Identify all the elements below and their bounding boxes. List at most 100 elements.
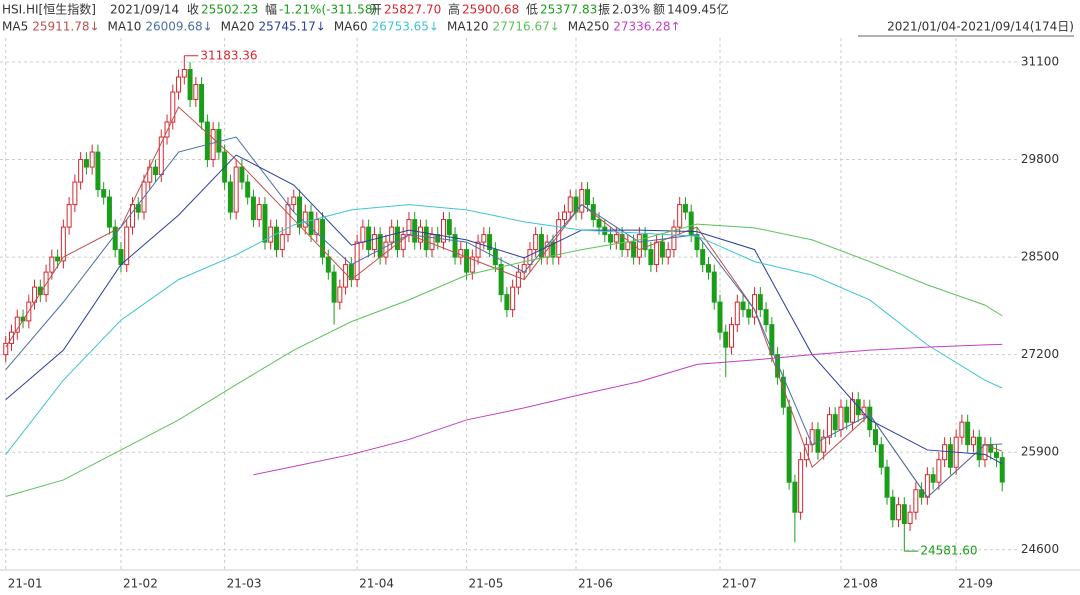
candle-body — [55, 256, 61, 262]
candle-body — [204, 121, 210, 161]
legend-name: MA120 — [447, 20, 488, 34]
ma-line — [253, 343, 1003, 476]
header-value: 25900.68 — [462, 3, 519, 17]
ma-line — [5, 136, 1003, 498]
x-tick-label: 21-02 — [123, 577, 158, 591]
candle-body — [176, 76, 182, 93]
candle-body — [659, 241, 665, 258]
candle-body — [873, 429, 879, 446]
legend-value: 25911.78↓ — [32, 20, 99, 34]
candle-body — [245, 181, 251, 198]
candle-body — [786, 406, 792, 483]
candle-body — [464, 249, 470, 273]
candle-body — [406, 219, 412, 236]
header-value: 25502.23 — [201, 3, 258, 17]
y-tick-label: 27200 — [1021, 347, 1059, 361]
candle-body — [394, 226, 400, 251]
candle-body — [469, 256, 475, 273]
candle-body — [688, 211, 694, 236]
candle-body — [654, 241, 660, 266]
candle-body — [504, 294, 510, 311]
x-tick-label: 21-04 — [359, 577, 394, 591]
legend-value: 25745.17↓ — [259, 20, 326, 34]
candle-body — [665, 249, 671, 258]
legend-name: MA250 — [568, 20, 609, 34]
candle-body — [982, 444, 988, 461]
candle-body — [273, 226, 279, 251]
legend-value: 26753.65↓ — [372, 20, 439, 34]
candle-body — [285, 204, 291, 236]
legend-value: 26009.68↓ — [145, 20, 212, 34]
candle-body — [567, 196, 573, 213]
candle-body — [337, 286, 343, 303]
candle-body — [106, 196, 112, 228]
candle-body — [913, 489, 919, 513]
candle-body — [821, 436, 827, 453]
header-label: 振 — [598, 3, 610, 17]
candle-body — [308, 211, 314, 236]
candle-body — [423, 226, 429, 251]
candle-body — [740, 301, 746, 311]
legend-name: MA20 — [221, 20, 255, 34]
candle-body — [510, 286, 516, 311]
candle-body — [878, 444, 884, 468]
candle-body — [798, 459, 804, 513]
candle-body — [596, 219, 602, 228]
candle-body — [700, 249, 706, 266]
legend-name: MA10 — [108, 20, 142, 34]
candle-body — [579, 189, 585, 213]
header-value: 1409.45亿 — [667, 2, 729, 17]
y-tick-label: 28500 — [1021, 250, 1059, 264]
candle-body — [487, 234, 493, 251]
candle-body — [262, 204, 268, 243]
candle-body — [481, 234, 487, 243]
candle-body — [907, 511, 913, 524]
candle-body — [556, 219, 562, 258]
legend-name: MA60 — [334, 20, 368, 34]
candle-body — [112, 226, 118, 251]
candle-body — [763, 309, 769, 326]
candle-body — [331, 271, 337, 303]
candle-body — [227, 181, 233, 213]
candle-body — [705, 264, 711, 273]
header-label: 高 — [448, 2, 460, 17]
candle-body — [717, 301, 723, 333]
candle-body — [648, 249, 654, 266]
candle-body — [72, 181, 78, 206]
candle-body — [792, 481, 798, 513]
candle-body — [729, 324, 735, 348]
candle-body — [936, 459, 942, 483]
legend-value: 27336.28↑ — [613, 20, 680, 34]
candle-body — [181, 69, 187, 78]
header-value: 2.03% — [612, 3, 650, 17]
y-tick-label: 24600 — [1021, 542, 1059, 556]
candle-body — [343, 264, 349, 288]
ma-line — [5, 154, 1003, 465]
candle-body — [826, 414, 832, 438]
candle-body — [585, 189, 591, 206]
candle-body — [417, 226, 423, 243]
x-tick-label: 21-01 — [8, 577, 43, 591]
header-label: 开 — [370, 3, 382, 17]
candle-body — [832, 414, 838, 431]
date-range[interactable]: 2021/01/04-2021/09/14(174日) — [887, 20, 1074, 34]
candle-body — [993, 451, 999, 458]
header-label: 幅 — [265, 2, 277, 17]
candle-body — [608, 234, 614, 243]
candle-body — [49, 256, 55, 273]
header-label: 额 — [653, 3, 665, 17]
symbol: HSI.HI[恒生指数] — [2, 2, 96, 17]
candle-body — [291, 196, 297, 206]
date: 2021/09/14 — [110, 3, 179, 17]
candle-body — [193, 84, 199, 101]
x-tick-label: 21-08 — [843, 577, 878, 591]
candle-body — [896, 504, 902, 521]
candle-body — [187, 69, 193, 101]
y-tick-label: 25900 — [1021, 445, 1059, 459]
header-label: 低 — [526, 3, 538, 17]
candle-body — [752, 294, 758, 318]
y-tick-label: 29800 — [1021, 152, 1059, 166]
legend-name: MA5 — [2, 20, 28, 34]
candle-body — [14, 316, 20, 333]
candle-body — [625, 241, 631, 251]
